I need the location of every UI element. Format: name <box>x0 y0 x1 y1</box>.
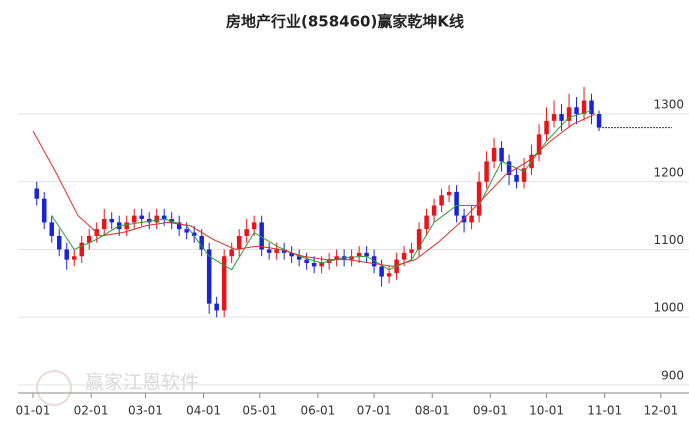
x-tick-label: 05-01 <box>242 404 277 418</box>
x-tick-label: 08-01 <box>415 404 450 418</box>
candle-body <box>251 222 257 230</box>
watermark-logo <box>36 370 72 406</box>
candle-body <box>431 205 437 216</box>
x-tick-label: 06-01 <box>300 404 335 418</box>
candle-body <box>581 100 587 115</box>
candle-body <box>191 232 197 236</box>
y-tick-label: 1300 <box>653 98 684 112</box>
candle-body <box>476 181 482 216</box>
x-tick-label: 02-01 <box>74 404 109 418</box>
candle-body <box>49 222 54 236</box>
candle-body <box>416 229 422 250</box>
candle-body <box>596 114 602 128</box>
candle-body <box>379 266 384 277</box>
candle-body <box>41 198 47 223</box>
candle-body <box>79 242 84 257</box>
candle-body <box>124 222 129 230</box>
candle-body <box>356 252 362 257</box>
candle-body <box>334 256 339 260</box>
candle-body <box>296 256 302 260</box>
chart-title: 房地产行业(858460)赢家乾坤K线 <box>226 13 464 31</box>
candle-body <box>71 256 77 260</box>
y-tick-label: 1100 <box>653 233 684 247</box>
candle-body <box>319 263 324 267</box>
candle-body <box>176 222 182 230</box>
x-tick-label: 03-01 <box>128 404 163 418</box>
x-tick-label: 12-01 <box>643 404 678 418</box>
candle-body <box>109 219 114 223</box>
candle-body <box>199 235 204 250</box>
candle-body <box>439 195 444 206</box>
candle-body <box>214 303 219 311</box>
candle-body <box>559 114 564 121</box>
candle-body <box>146 219 152 223</box>
candle-body <box>131 215 137 223</box>
candle-body <box>521 168 527 182</box>
candle-body <box>289 252 294 257</box>
candle-body <box>161 215 167 219</box>
candle-body <box>86 235 92 243</box>
moving-average <box>32 113 596 267</box>
candle-body <box>454 191 459 216</box>
candle-body <box>244 229 249 236</box>
candle-body <box>514 174 519 182</box>
candle-body <box>491 147 497 162</box>
x-tick-label: 01-01 <box>16 404 51 418</box>
candle-body <box>551 114 557 121</box>
candle-body <box>64 249 69 260</box>
x-tick-label: 11-01 <box>587 404 622 418</box>
candle-body <box>154 215 159 223</box>
candle-body <box>274 249 279 253</box>
x-tick-label: 09-01 <box>473 404 508 418</box>
candle-body <box>311 263 317 267</box>
candle-body <box>304 259 309 264</box>
grid <box>18 113 689 386</box>
candle-body <box>409 249 414 253</box>
candle-body <box>259 222 264 250</box>
y-tick-label: 1000 <box>653 301 684 315</box>
y-tick-label: 900 <box>661 368 684 382</box>
candle-body <box>236 235 242 250</box>
candle-body <box>34 188 39 199</box>
candle-body <box>169 219 174 223</box>
candle-body <box>206 249 212 304</box>
candle-body <box>499 147 504 162</box>
candle-body <box>101 219 107 230</box>
candle-body <box>566 107 572 121</box>
candle-body <box>446 191 452 196</box>
candle-body <box>574 107 579 115</box>
x-tick-label: 10-01 <box>529 404 564 418</box>
candle-body <box>469 215 474 223</box>
candle-body <box>386 273 392 277</box>
candle-body <box>424 215 429 230</box>
candle-body <box>536 134 542 155</box>
moving-average <box>51 110 592 271</box>
candle-body <box>544 120 549 135</box>
candle-body <box>184 229 189 233</box>
candle-body <box>281 249 287 253</box>
candle-body <box>401 252 407 260</box>
candle-body <box>56 235 62 250</box>
candle-body <box>229 249 234 257</box>
x-tick-label: 04-01 <box>186 404 221 418</box>
watermark: 赢家江恩软件 <box>85 372 199 394</box>
candle-body <box>589 100 594 115</box>
candle-body <box>484 161 489 182</box>
x-tick-label: 07-01 <box>357 404 392 418</box>
candle-body <box>349 256 354 260</box>
candle-body <box>266 249 272 253</box>
candle-body <box>506 161 512 175</box>
candle-body <box>139 215 144 219</box>
y-tick-label: 1200 <box>653 165 684 179</box>
candle-body <box>221 256 227 311</box>
candle-body <box>364 252 369 257</box>
